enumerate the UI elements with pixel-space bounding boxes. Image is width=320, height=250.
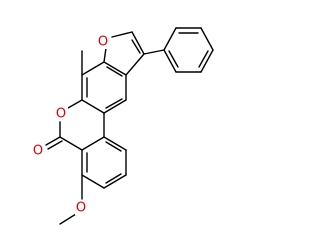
bonds <box>45 27 214 225</box>
atom-label: O <box>56 107 66 122</box>
atom-label: O <box>98 35 108 50</box>
atom-label: O <box>33 144 43 159</box>
molecule-diagram: O O O O <box>32 27 214 225</box>
atom-label: O <box>76 201 86 216</box>
atom-labels: O O O O <box>32 35 110 216</box>
